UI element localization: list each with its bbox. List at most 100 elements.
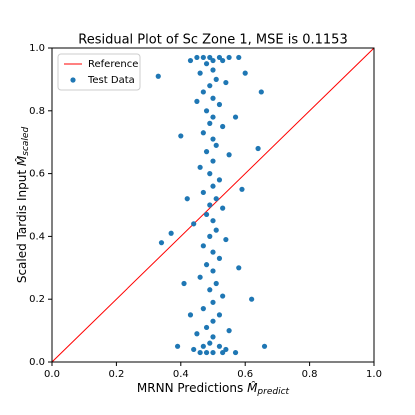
data-point (194, 98, 200, 104)
y-axis-label: Scaled Tardis Input M̂scaled (14, 127, 30, 284)
data-point (213, 76, 219, 82)
data-point (207, 340, 213, 346)
data-point (197, 274, 203, 280)
data-point (210, 114, 216, 120)
data-point (197, 70, 203, 76)
y-tick-label: 0.6 (29, 169, 45, 180)
x-tick-label: 0.8 (302, 369, 318, 380)
x-tick-label: 1.0 (366, 369, 382, 380)
data-point (203, 108, 210, 114)
data-point (213, 142, 219, 148)
legend-box (57, 53, 141, 91)
data-point (203, 324, 210, 331)
data-point (226, 54, 232, 61)
data-point (203, 211, 210, 218)
data-point (220, 293, 226, 299)
data-point (223, 346, 229, 353)
plot-area (52, 48, 374, 362)
data-point (210, 136, 216, 142)
chart-title: Residual Plot of Sc Zone 1, MSE is 0.115… (78, 33, 347, 48)
data-point (236, 54, 242, 61)
data-point (210, 268, 216, 274)
data-point (213, 280, 219, 287)
data-point (207, 233, 213, 239)
y-tick-label: 0.4 (29, 231, 45, 242)
data-point (242, 70, 248, 76)
data-point (200, 189, 206, 196)
data-point (216, 343, 223, 349)
data-point (207, 171, 213, 177)
data-point (255, 145, 261, 152)
data-point (210, 67, 216, 73)
data-point (249, 296, 255, 302)
data-point (220, 57, 226, 64)
data-point (203, 61, 210, 67)
data-point (226, 328, 232, 334)
data-point (213, 227, 219, 233)
data-point (200, 130, 206, 136)
data-point (168, 230, 174, 236)
data-point (210, 57, 216, 64)
x-label-symbol: M̂ (247, 380, 258, 394)
data-point (210, 218, 216, 224)
data-point (207, 83, 213, 89)
data-point (200, 343, 206, 349)
data-point (178, 133, 184, 139)
data-point (258, 89, 264, 95)
data-point (226, 152, 232, 158)
data-point (158, 240, 165, 246)
data-point (187, 57, 194, 64)
data-point (191, 221, 197, 227)
data-point (216, 177, 223, 183)
data-point (197, 164, 203, 170)
data-point (232, 349, 239, 356)
data-point (203, 349, 210, 356)
data-point (210, 249, 216, 255)
y-label-symbol: M̂ (14, 155, 28, 166)
y-tick-label: 0.8 (29, 106, 45, 117)
data-point (210, 299, 216, 305)
data-point (207, 54, 213, 61)
data-point (207, 287, 213, 293)
data-point (200, 54, 206, 61)
legend-marker (70, 77, 76, 83)
data-point (220, 349, 226, 356)
data-point (210, 183, 216, 189)
data-point (187, 312, 194, 318)
data-point (207, 120, 213, 126)
y-tick-label: 0.2 (29, 294, 45, 305)
x-tick-label: 0.0 (44, 369, 60, 380)
data-point (200, 89, 206, 95)
data-point (210, 158, 216, 164)
data-point (194, 54, 200, 61)
data-point (236, 265, 242, 271)
y-tick-label: 0.0 (29, 357, 45, 368)
x-tick-label: 0.6 (237, 369, 253, 380)
data-point (200, 243, 206, 249)
data-point (232, 114, 239, 120)
data-point (207, 202, 213, 208)
data-point (261, 343, 268, 349)
x-label-sub: predict (256, 387, 289, 397)
plot-frame (51, 47, 375, 363)
data-point (216, 101, 223, 108)
y-label-text: Scaled Tardis Input (15, 166, 29, 283)
data-point (220, 205, 226, 211)
reference-line (52, 48, 374, 362)
data-point (210, 334, 216, 340)
data-point (191, 346, 197, 353)
data-point (239, 186, 245, 192)
data-point (197, 349, 203, 356)
data-point (203, 262, 210, 268)
data-point (213, 196, 219, 202)
data-point (194, 331, 200, 337)
data-point (220, 123, 226, 130)
data-point (223, 79, 229, 86)
data-point (210, 318, 216, 324)
x-axis-label: MRNN Predictions M̂predict (137, 380, 290, 396)
data-point (174, 343, 181, 349)
data-point (216, 54, 223, 61)
x-tick-label: 0.2 (108, 369, 124, 380)
data-point (216, 312, 223, 318)
